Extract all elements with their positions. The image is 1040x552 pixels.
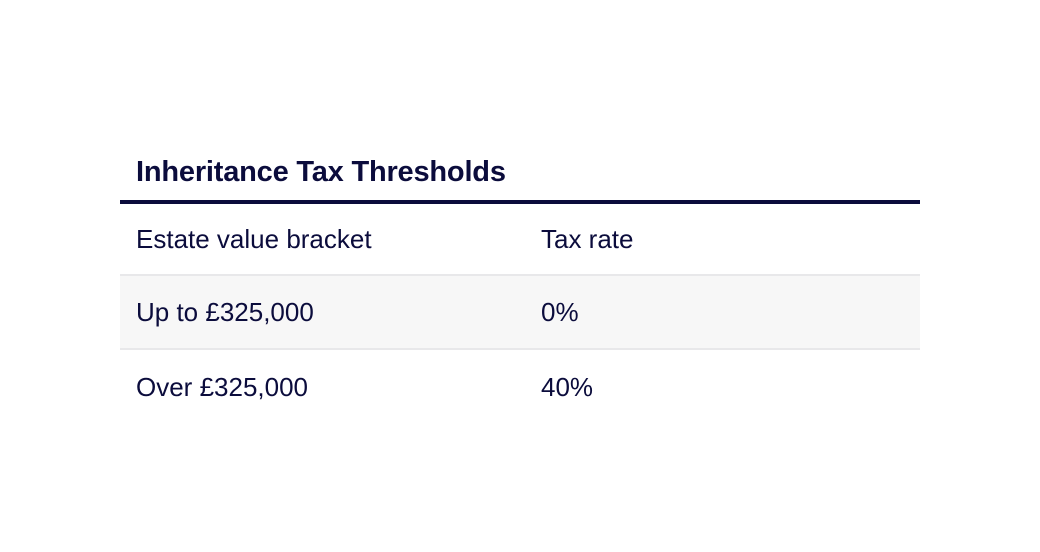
table-title: Inheritance Tax Thresholds (136, 156, 506, 188)
header-rule (120, 200, 920, 204)
tax-rate-cell: 0% (541, 296, 579, 327)
tax-threshold-table: Inheritance Tax Thresholds Estate value … (120, 150, 920, 424)
estate-value-cell: Up to £325,000 (136, 296, 314, 327)
table-header-row: Estate value bracket Tax rate (120, 204, 920, 276)
estate-value-cell: Over £325,000 (136, 371, 309, 402)
column-header-estate-value: Estate value bracket (136, 223, 372, 254)
table-row: Up to £325,000 0% (120, 276, 920, 350)
table-row: Over £325,000 40% (120, 350, 920, 424)
tax-rate-cell: 40% (541, 371, 594, 402)
column-header-tax-rate: Tax rate (541, 223, 634, 254)
